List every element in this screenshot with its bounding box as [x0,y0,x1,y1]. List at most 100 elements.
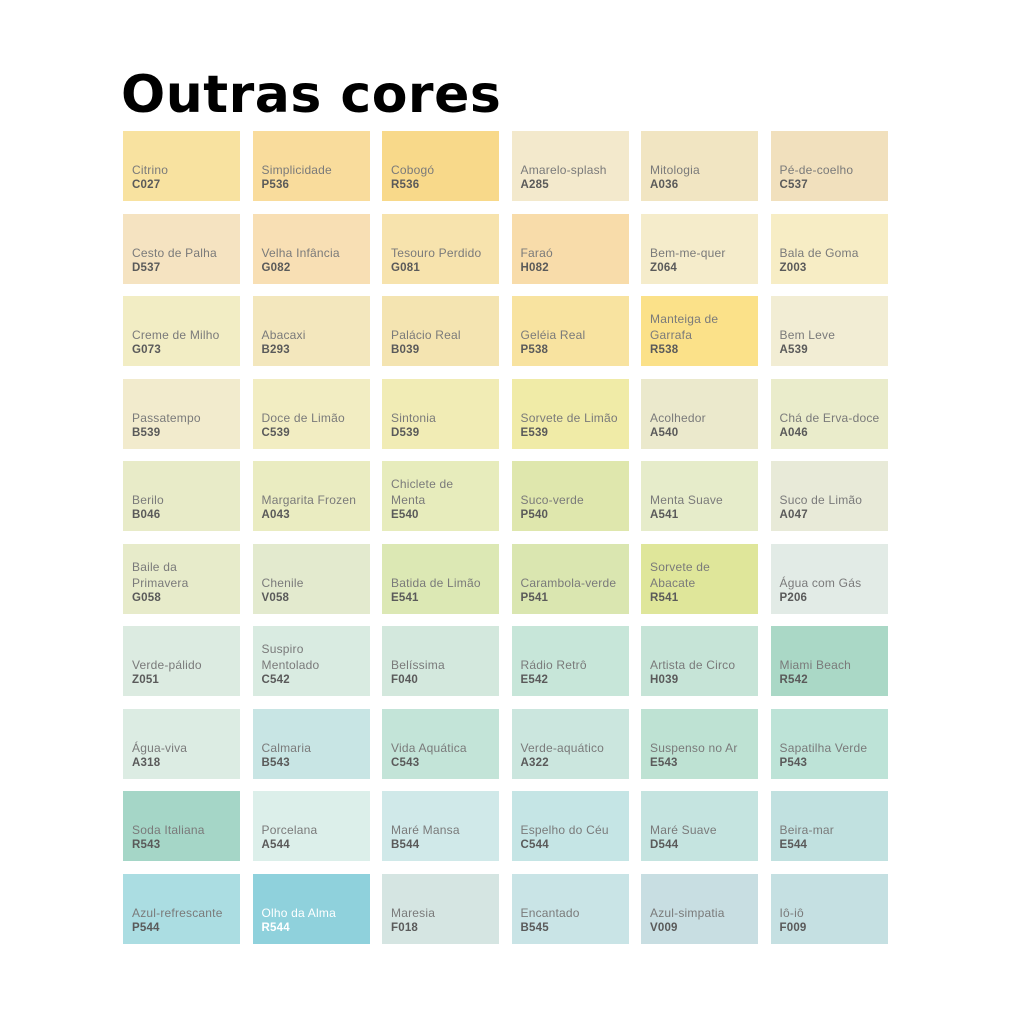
color-swatch[interactable]: Pé-de-coelho C537 [770,131,888,201]
color-swatch[interactable]: Suspenso no Ar E543 [641,708,758,779]
swatch-code: C543 [391,756,420,769]
color-swatch[interactable]: Água com Gás P206 [770,543,888,614]
swatch-name: Creme de Milho [132,328,220,342]
color-swatch[interactable]: Belíssima F040 [382,626,499,696]
color-swatch[interactable]: Carambola-verde P541 [511,543,629,614]
swatch-code: A285 [520,179,549,191]
swatch-name: Bala de Goma [779,245,859,260]
color-swatch[interactable]: Soda Italiana R543 [123,791,240,861]
color-swatch[interactable]: Rádio Retrô E542 [511,626,629,696]
swatch-name: Suco-verde [520,493,584,507]
color-swatch[interactable]: Iô-iô F009 [770,873,888,944]
color-swatch[interactable]: Abacaxi B293 [252,296,370,366]
swatch-name: Passatempo [132,410,201,425]
color-swatch[interactable]: Azul-simpatia V009 [641,873,758,944]
color-swatch[interactable]: Creme de Milho G073 [123,296,240,366]
swatch-name: Velha Infância [261,245,340,260]
color-swatch[interactable]: Chenile V058 [252,543,370,614]
color-swatch[interactable]: Suco de Limão A047 [770,461,888,531]
color-swatch[interactable]: Citrino C027 [123,131,240,201]
color-swatch[interactable]: Tesouro Perdido G081 [382,213,499,284]
color-swatch[interactable]: Velha Infância G082 [252,213,370,284]
swatch-name: Palácio Real [391,328,461,342]
swatch-code: F040 [391,674,419,686]
swatch-code: P538 [520,344,549,356]
swatch-code: E543 [650,756,678,769]
swatch-name: Água com Gás [779,575,862,590]
color-swatch[interactable]: Batida de Limão E541 [382,543,499,614]
color-swatch[interactable]: Manteiga de Garrafa R538 [641,296,758,366]
color-swatch[interactable]: Cesto de Palha D537 [123,213,240,284]
color-swatch[interactable]: Miami Beach R542 [770,626,888,696]
color-swatch[interactable]: Simplicidade P536 [252,131,370,201]
swatch-name: Belíssima [391,658,445,672]
swatch-name: Bem Leve [779,328,836,342]
color-swatch[interactable]: Cobogó R536 [382,131,499,201]
color-swatch[interactable]: Geléia Real P538 [511,296,629,366]
color-swatch[interactable]: Porcelana A544 [252,791,370,861]
color-swatch[interactable]: Menta Suave A541 [641,461,758,531]
swatch-name: Faraó [520,245,553,260]
swatch-name: Iô-iô [779,905,804,920]
color-swatch[interactable]: Água-viva A318 [123,708,240,779]
color-swatch[interactable]: Bem-me-quer Z064 [641,213,758,284]
color-swatch[interactable]: Verde-aquático A322 [511,708,629,779]
swatch-name: Acolhedor [650,410,706,425]
color-swatch[interactable]: Calmaria B543 [252,708,370,779]
color-swatch[interactable]: Mitologia A036 [641,131,758,201]
swatch-code: H082 [520,261,549,274]
color-swatch[interactable]: Palácio Real B039 [382,296,499,366]
color-swatch[interactable]: Maré Mansa B544 [382,791,499,861]
color-swatch[interactable]: Margarita Frozen A043 [252,461,370,531]
color-swatch[interactable]: Artista de Circo H039 [641,626,758,696]
swatch-name: Rádio Retrô [520,658,587,672]
swatch-name: Bem-me-quer [650,245,726,260]
color-swatch[interactable]: Sintonia D539 [382,378,499,449]
swatch-code: D539 [391,426,420,439]
color-swatch[interactable]: Doce de Limão C539 [252,378,370,449]
color-swatch[interactable]: Baile da Primavera G058 [123,543,240,614]
swatch-name: Soda Italiana [132,823,205,837]
color-swatch[interactable]: Verde-pálido Z051 [123,626,240,696]
color-swatch[interactable]: Chiclete de Menta E540 [382,461,499,531]
swatch-code: E539 [520,426,549,439]
swatch-code: A544 [261,839,290,851]
color-swatch[interactable]: Encantado B545 [511,873,629,944]
swatch-code: P541 [520,591,549,604]
color-swatch[interactable]: Espelho do Céu C544 [511,791,629,861]
swatch-code: C539 [261,426,290,439]
color-swatch[interactable]: Suco-verde P540 [511,461,629,531]
color-swatch[interactable]: Acolhedor A540 [641,378,758,449]
color-swatch[interactable]: Sapatilha Verde P543 [770,708,888,779]
swatch-name: Artista de Circo [650,658,736,672]
swatch-code: B544 [391,839,420,851]
color-swatch[interactable]: Passatempo B539 [123,378,240,449]
color-swatch[interactable]: Vida Aquática C543 [382,708,499,779]
swatch-code: F018 [391,921,419,934]
color-swatch[interactable]: Sorvete de Limão E539 [511,378,629,449]
swatch-name: Baile da Primavera [132,559,189,590]
swatch-code: A541 [650,509,679,521]
page-title: Outras cores [121,65,502,125]
swatch-code: B543 [261,756,290,769]
swatch-name: Batida de Limão [391,575,481,590]
color-swatch[interactable]: Berilo B046 [123,461,240,531]
swatch-code: Z003 [779,261,807,274]
swatch-name: Chá de Erva-doce [779,410,880,425]
color-swatch[interactable]: Bem Leve A539 [770,296,888,366]
color-swatch[interactable]: Faraó H082 [511,213,629,284]
color-swatch[interactable]: Azul-refrescante P544 [123,873,240,944]
color-swatch[interactable]: Maré Suave D544 [641,791,758,861]
swatch-code: A318 [132,756,161,769]
color-swatch[interactable]: Bala de Goma Z003 [770,213,888,284]
color-swatch[interactable]: Suspiro Mentolado C542 [252,626,370,696]
color-swatch[interactable]: Maresia F018 [382,873,499,944]
color-swatch[interactable]: Olho da Alma R544 [252,873,370,944]
color-swatch[interactable]: Sorvete de Abacate R541 [641,543,758,614]
color-swatch[interactable]: Beira-mar E544 [770,791,888,861]
swatch-code: G058 [132,591,161,604]
swatch-code: B539 [132,426,161,439]
swatch-code: G082 [261,261,291,274]
color-swatch[interactable]: Amarelo-splash A285 [511,131,629,201]
color-swatch[interactable]: Chá de Erva-doce A046 [770,378,888,449]
